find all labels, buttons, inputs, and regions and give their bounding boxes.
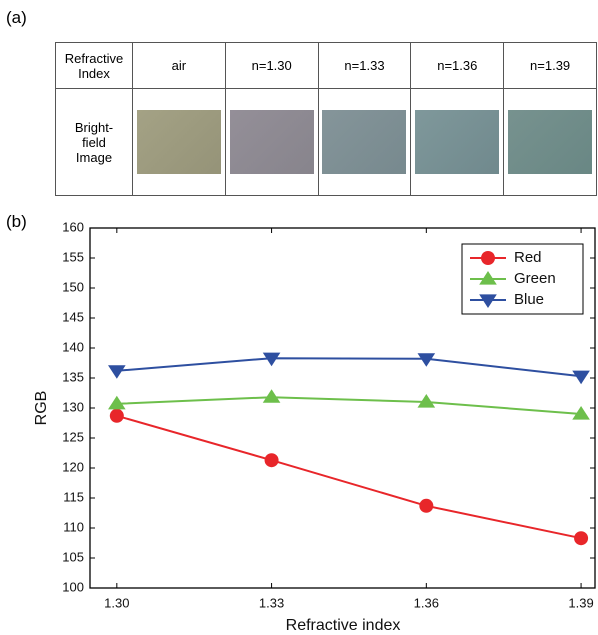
marker <box>108 365 126 379</box>
row-label: Bright- field Image <box>55 88 133 196</box>
marker <box>417 353 436 367</box>
header-cell: Refractive Index <box>55 42 133 89</box>
y-tick-label: 130 <box>62 399 84 414</box>
image-cell <box>317 88 412 196</box>
y-tick-label: 115 <box>63 489 84 504</box>
brightfield-image <box>136 110 221 174</box>
image-cell <box>503 88 597 196</box>
header-cell: n=1.39 <box>503 42 597 89</box>
brightfield-image <box>508 110 593 174</box>
marker <box>264 453 279 468</box>
header-cell: n=1.36 <box>410 42 505 89</box>
marker <box>262 352 281 367</box>
marker <box>572 370 590 385</box>
panel-label: (a) <box>6 8 27 27</box>
y-tick-label: 150 <box>62 279 84 294</box>
y-tick-label: 125 <box>62 429 84 444</box>
image-cell <box>410 88 505 196</box>
marker <box>574 531 589 546</box>
y-tick-label: 140 <box>62 339 84 354</box>
brightfield-image <box>322 110 407 174</box>
image-cell <box>224 88 319 196</box>
x-axis-label: Refractive index <box>286 617 401 634</box>
x-tick-label: 1.30 <box>104 595 129 610</box>
marker <box>419 498 434 513</box>
panel-label: (b) <box>6 212 27 231</box>
y-tick-label: 135 <box>62 369 84 384</box>
marker <box>417 394 436 408</box>
x-tick-label: 1.33 <box>259 595 284 610</box>
header-cell: n=1.33 <box>317 42 412 89</box>
y-tick-label: 110 <box>63 519 84 534</box>
series-line <box>116 396 582 415</box>
marker <box>109 408 124 423</box>
y-axis-label: RGB <box>33 391 50 426</box>
marker <box>481 251 495 265</box>
y-tick-label: 120 <box>62 459 84 474</box>
y-tick-label: 100 <box>62 579 84 594</box>
marker <box>108 395 126 410</box>
legend-label: Green <box>514 270 556 287</box>
image-cell <box>132 88 226 196</box>
y-tick-label: 160 <box>62 219 84 234</box>
legend-label: Blue <box>514 291 544 308</box>
header-cell: air <box>132 42 226 89</box>
marker <box>572 406 590 420</box>
y-tick-label: 155 <box>62 249 84 264</box>
y-tick-label: 145 <box>62 309 84 324</box>
brightfield-image <box>415 110 500 174</box>
series-line <box>116 357 582 378</box>
marker <box>479 294 497 308</box>
brightfield-image <box>229 110 314 174</box>
legend-label: Red <box>514 249 542 266</box>
x-tick-label: 1.39 <box>568 595 593 610</box>
marker <box>479 271 497 285</box>
y-tick-label: 105 <box>62 549 84 564</box>
x-tick-label: 1.36 <box>414 595 439 610</box>
series-line <box>116 414 582 540</box>
marker <box>262 389 281 403</box>
image-table: Refractive Index air n=1.30 n=1.33 n=1.3… <box>55 42 597 196</box>
